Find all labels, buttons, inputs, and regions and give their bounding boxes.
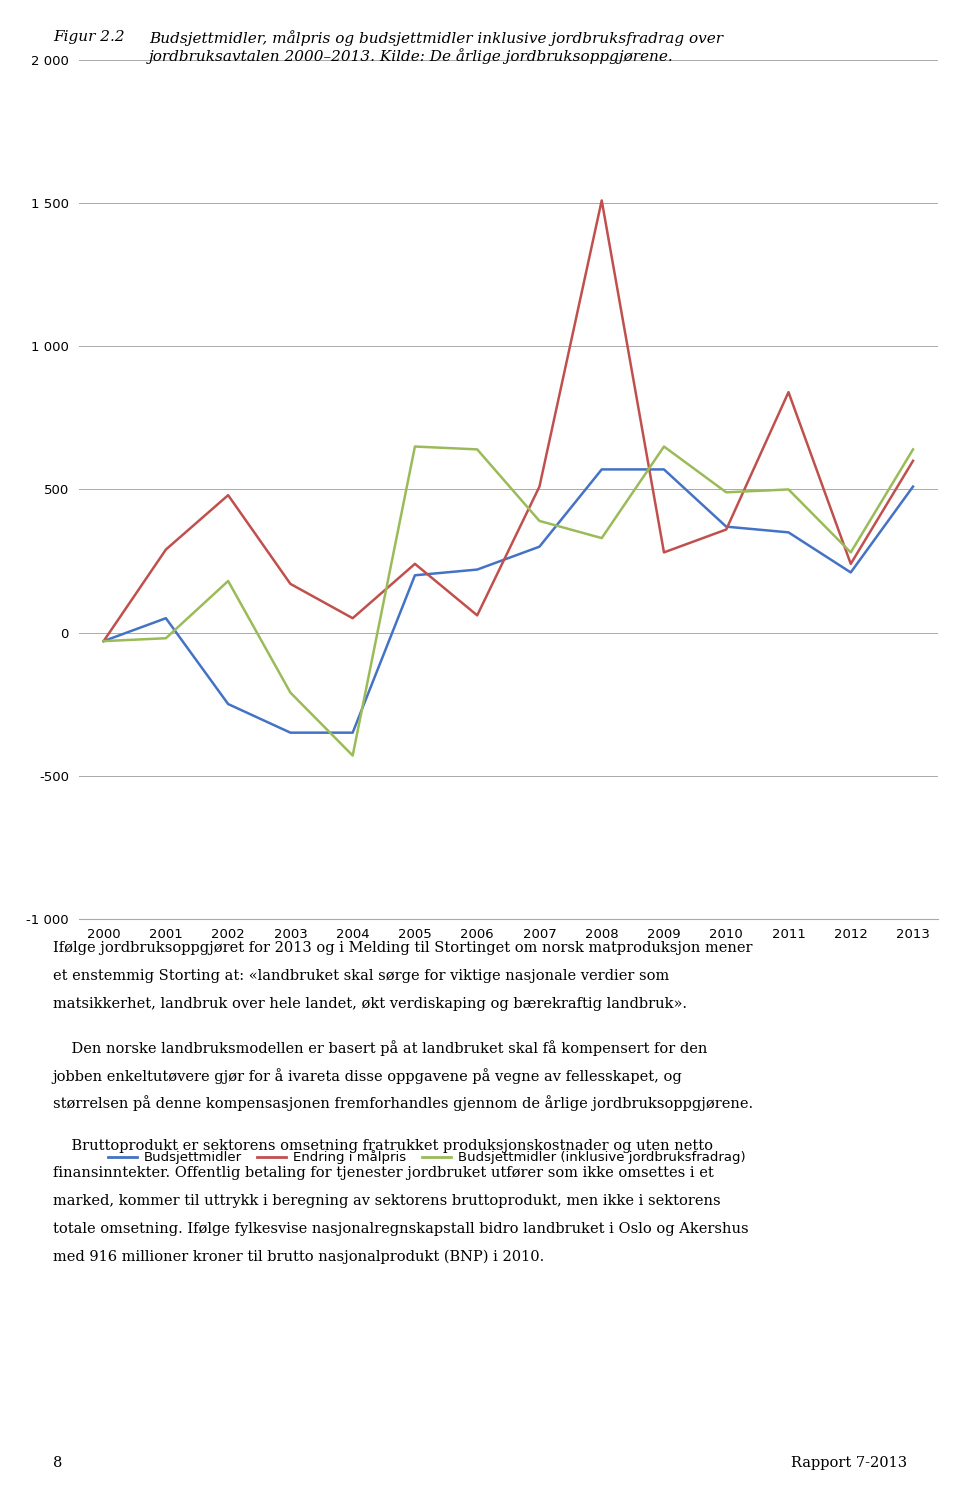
Text: Den norske landbruksmodellen er basert på at landbruket skal få kompensert for d: Den norske landbruksmodellen er basert p… [53, 1041, 708, 1056]
Text: Budsjettmidler, målpris og budsjettmidler inklusive jordbruksfradrag over
jordbr: Budsjettmidler, målpris og budsjettmidle… [149, 30, 723, 65]
Text: jobben enkeltutøvere gjør for å ivareta disse oppgavene på vegne av fellesskapet: jobben enkeltutøvere gjør for å ivareta … [53, 1068, 683, 1084]
Text: Ifølge jordbruksoppgjøret for 2013 og i Melding til Stortinget om norsk matprodu: Ifølge jordbruksoppgjøret for 2013 og i … [53, 941, 753, 955]
Text: Figur 2.2: Figur 2.2 [53, 30, 125, 44]
Legend: Budsjettmidler, Endring i målpris, Budsjettmidler (inklusive jordbruksfradrag): Budsjettmidler, Endring i målpris, Budsj… [103, 1145, 751, 1170]
Text: matsikkerhet, landbruk over hele landet, økt verdiskaping og bærekraftig landbru: matsikkerhet, landbruk over hele landet,… [53, 997, 686, 1011]
Text: et enstemmig Storting at: «landbruket skal sørge for viktige nasjonale verdier s: et enstemmig Storting at: «landbruket sk… [53, 970, 669, 983]
Text: størrelsen på denne kompensasjonen fremforhandles gjennom de årlige jordbruksopp: størrelsen på denne kompensasjonen fremf… [53, 1096, 753, 1111]
Text: 8: 8 [53, 1456, 62, 1470]
Text: med 916 millioner kroner til brutto nasjonalprodukt (BNP) i 2010.: med 916 millioner kroner til brutto nasj… [53, 1250, 544, 1265]
Text: totale omsetning. Ifølge fylkesvise nasjonalregnskapstall bidro landbruket i Osl: totale omsetning. Ifølge fylkesvise nasj… [53, 1223, 749, 1236]
Text: finansinntekter. Offentlig betaling for tjenester jordbruket utfører som ikke om: finansinntekter. Offentlig betaling for … [53, 1166, 713, 1181]
Text: Bruttoprodukt er sektorens omsetning fratrukket produksjonskostnader og uten net: Bruttoprodukt er sektorens omsetning fra… [53, 1139, 712, 1152]
Text: marked, kommer til uttrykk i beregning av sektorens bruttoprodukt, men ikke i se: marked, kommer til uttrykk i beregning a… [53, 1194, 720, 1208]
Text: Rapport 7-2013: Rapport 7-2013 [791, 1456, 907, 1470]
